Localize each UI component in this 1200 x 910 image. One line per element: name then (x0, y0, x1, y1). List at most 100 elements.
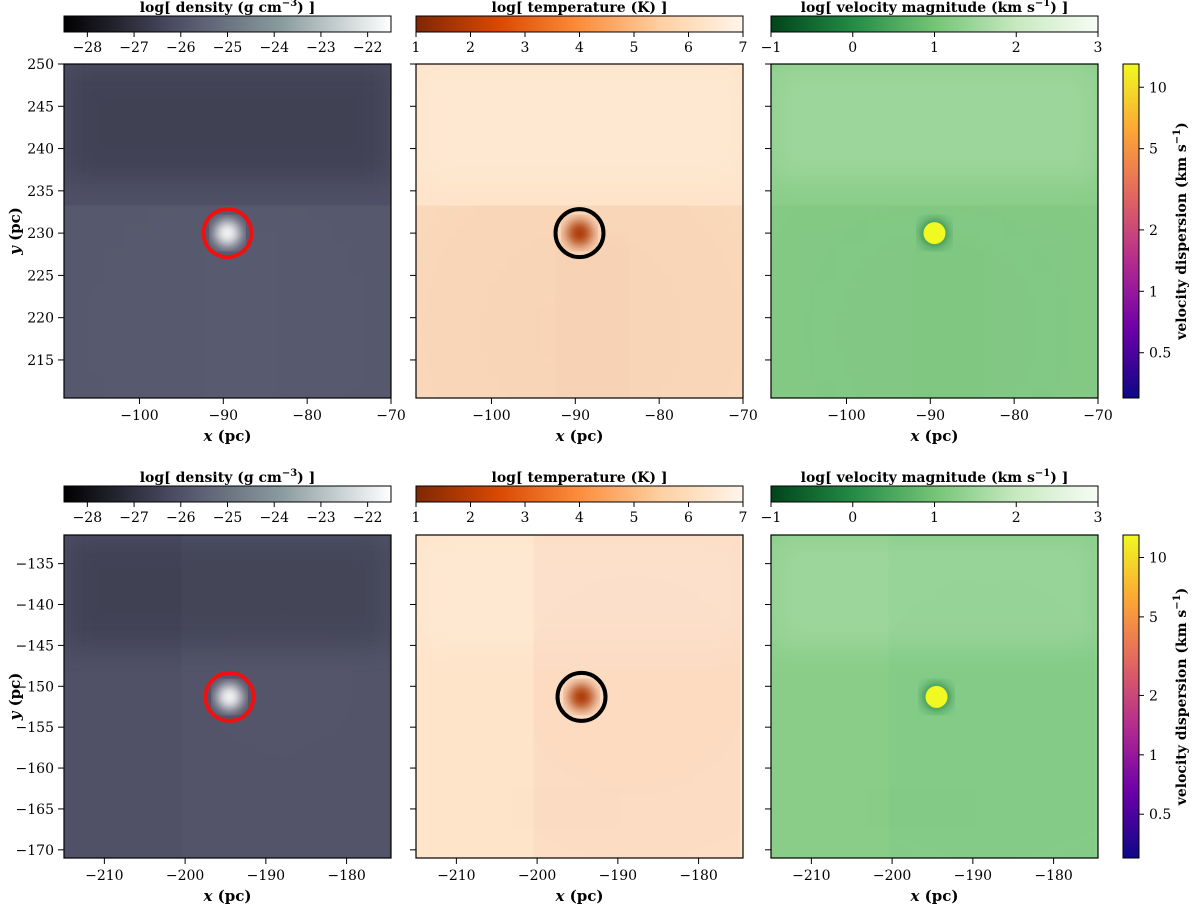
field-shading (771, 64, 1098, 181)
colorbar-tick-label: 3 (521, 40, 530, 56)
field-structure (211, 535, 359, 833)
colorbar-gradient (63, 15, 392, 33)
colorbar-0-row0: −28 −27 −26 −25 −24 −23 −22 log[ density (g cm−… (63, 0, 392, 56)
colorbar-tick-label: −28 (73, 510, 103, 526)
colorbar-tick-label: 3 (1094, 40, 1103, 56)
y-tick-label: 215 (27, 353, 54, 369)
velocity-dispersion-marker (925, 685, 948, 708)
colorbar-tick-label: −1 (761, 510, 782, 526)
colorbar-tick-label: −26 (166, 40, 196, 56)
colorbar-tick-label: −25 (213, 510, 243, 526)
y-tick-label: −170 (16, 843, 54, 859)
field-structure (918, 535, 1066, 833)
vd-tick-label: 1 (1149, 748, 1158, 764)
colorbar-tick-label: 4 (575, 40, 584, 56)
colorbar-tick-label: 2 (466, 40, 475, 56)
colorbar-2-row1: −1 0 1 2 3 log[ velocity magnitude (km s−1) ] (761, 468, 1103, 526)
clump-marker-ring (553, 207, 606, 260)
field-core (216, 683, 243, 710)
x-tick-label: −90 (209, 408, 239, 424)
x-tick-label: −70 (376, 408, 406, 424)
colorbar-tick-label: 5 (630, 510, 639, 526)
y-tick-label: −160 (16, 761, 54, 777)
vd-tick-label: 2 (1149, 223, 1158, 239)
colorbar-tick-label: 6 (684, 40, 693, 56)
panel-frame (415, 63, 744, 399)
x-tick-label: −210 (437, 868, 475, 884)
field-core (566, 220, 593, 247)
colorbar-tick-label: 0 (848, 510, 857, 526)
x-tick-label: −70 (1083, 408, 1113, 424)
vd-colorbar-gradient (1122, 63, 1140, 399)
colorbar-title: log[ temperature (K) ] (492, 470, 668, 486)
colorbar-tick-label: 1 (412, 40, 421, 56)
colorbar-tick-label: −23 (306, 40, 336, 56)
velocity-dispersion-colorbar-row1: 0.5 1 2 5 10 velocity dispersion (km s−1) (1122, 534, 1190, 859)
x-tick-label: −190 (247, 868, 285, 884)
colorbar-tick-label: 3 (521, 510, 530, 526)
colorbar-2-row0: −1 0 1 2 3 log[ velocity magnitude (km s−1) ] (761, 0, 1103, 56)
vd-tick-label: 10 (1149, 80, 1167, 96)
field-core (568, 683, 595, 710)
y-tick-label: 250 (27, 57, 54, 73)
x-tick-label: −180 (327, 868, 365, 884)
vd-tick-label: 1 (1149, 284, 1158, 300)
x-tick-label: −200 (518, 868, 556, 884)
panel-frame (415, 534, 744, 859)
colorbar-tick-label: −23 (306, 510, 336, 526)
colorbar-title: log[ velocity magnitude (km s−1) ] (801, 0, 1069, 16)
x-tick-label: −190 (599, 868, 637, 884)
colorbar-tick-label: 2 (466, 510, 475, 526)
vd-colorbar-gradient (1122, 534, 1140, 859)
y-tick-label: −140 (16, 598, 54, 614)
x-axis-label: x (pc) (203, 427, 252, 445)
x-axis-label: x (pc) (555, 887, 604, 905)
vd-tick-label: 0.5 (1149, 807, 1171, 823)
y-tick-label: 230 (27, 226, 54, 242)
field-shading (416, 535, 743, 649)
colorbar-tick-label: −27 (119, 40, 149, 56)
x-tick-label: −200 (873, 868, 911, 884)
panel-r1-0: −210 −200 −190 −180 x (pc) −170 −165 −160 −155 −1… (6, 534, 392, 905)
x-axis-label: x (pc) (555, 427, 604, 445)
colorbar-1-row0: 1 2 3 4 5 6 7 log[ temperature (K) ] (412, 0, 748, 56)
velocity-dispersion-colorbar-row0: 0.5 1 2 5 10 velocity dispersion (km s−1) (1122, 63, 1190, 399)
x-tick-label: −210 (792, 868, 830, 884)
panel-frame (63, 63, 392, 399)
vd-colorbar-label: velocity dispersion (km s−1) (1172, 588, 1190, 807)
x-tick-label: −190 (954, 868, 992, 884)
colorbar-tick-label: −24 (259, 510, 289, 526)
x-tick-label: −100 (472, 408, 510, 424)
colorbar-tick-label: 5 (630, 40, 639, 56)
colorbar-tick-label: 3 (1094, 510, 1103, 526)
colorbar-title: log[ density (g cm−3) ] (140, 0, 316, 16)
panel-frame (770, 534, 1099, 859)
x-tick-label: −80 (644, 408, 674, 424)
x-tick-label: −200 (166, 868, 204, 884)
colorbar-tick-label: 1 (930, 40, 939, 56)
field-shading (416, 64, 743, 181)
clump-marker-ring (555, 670, 608, 723)
x-tick-label: −180 (1034, 868, 1072, 884)
colorbar-1-row1: 1 2 3 4 5 6 7 log[ temperature (K) ] (412, 470, 748, 526)
vd-tick-label: 0.5 (1149, 346, 1171, 362)
field-shading (64, 64, 391, 181)
field-structure (921, 257, 974, 382)
colorbar-gradient (415, 15, 744, 33)
x-tick-label: −90 (916, 408, 946, 424)
vd-tick-label: 5 (1149, 610, 1158, 626)
field-structure (566, 257, 619, 382)
y-axis-label: y (pc) (6, 673, 24, 722)
colorbar-tick-label: −28 (73, 40, 103, 56)
panel-r0-0: −100 −90 −80 −70 x (pc) 215 220 225 230 235 240 245… (6, 57, 406, 445)
colorbar-tick-label: −1 (761, 40, 782, 56)
colorbar-gradient (63, 485, 392, 503)
colorbar-tick-label: 7 (739, 40, 748, 56)
field-structure (527, 793, 606, 823)
clump-marker-ring (203, 670, 256, 723)
colorbar-gradient (770, 15, 1099, 33)
colorbar-tick-label: 0 (848, 40, 857, 56)
y-tick-label: 220 (27, 311, 54, 327)
colorbar-tick-label: 4 (575, 510, 584, 526)
